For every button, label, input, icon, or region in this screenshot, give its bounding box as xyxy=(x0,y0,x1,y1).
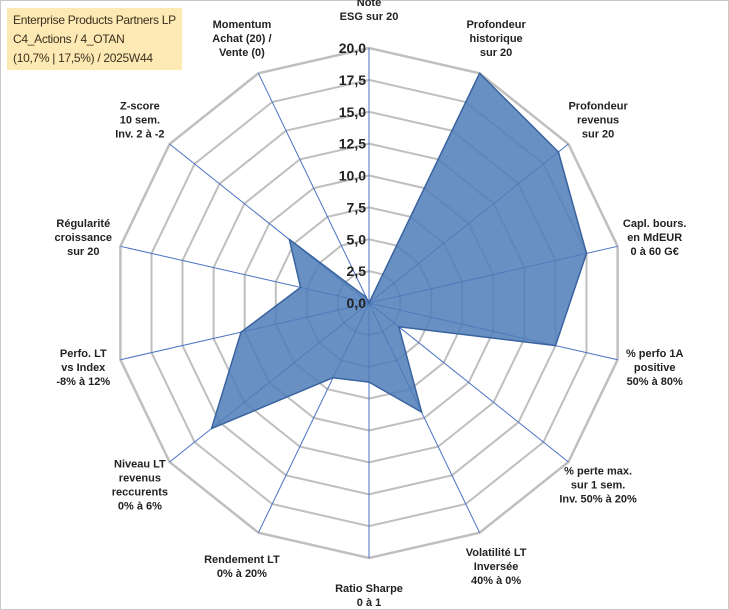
axis-label-group: Niveau LT revenus reccurents 0% à 6% xyxy=(112,459,168,513)
tick-label: 5,0 xyxy=(347,231,367,247)
tick-label: 17,5 xyxy=(339,72,366,88)
axis-label: Inv. 2 à -2 xyxy=(115,128,164,140)
axis-label: sur 20 xyxy=(480,47,512,59)
series-point xyxy=(210,427,213,430)
axis-label: % perfo 1A xyxy=(626,348,684,360)
axis-label-group: Rendement LT 0% à 20% xyxy=(204,554,280,580)
axis-label-group: Note ESG sur 20 xyxy=(340,0,399,23)
axis-label: Profondeur xyxy=(568,100,628,112)
tick-label: 20,0 xyxy=(339,40,366,56)
axis-label: sur 1 sem. xyxy=(571,480,625,492)
axis-label: Niveau LT xyxy=(114,459,166,471)
radar-spoke xyxy=(368,302,569,463)
axis-label: Note xyxy=(357,0,381,9)
axis-label: -8% à 12% xyxy=(56,376,110,388)
axis-label: Vente (0) xyxy=(219,47,265,59)
axis-label: Momentum xyxy=(213,19,272,31)
series-point xyxy=(398,326,400,328)
tick-label: 12,5 xyxy=(339,136,366,152)
series-point xyxy=(240,331,242,334)
axis-label: 10 sem. xyxy=(120,114,160,126)
axis-label: croissance xyxy=(55,232,112,244)
series-point xyxy=(332,376,334,379)
series-point xyxy=(585,252,588,255)
series-point xyxy=(368,381,370,383)
axis-label: positive xyxy=(634,362,676,374)
axis-label: 50% à 80% xyxy=(627,376,683,388)
axis-label-group: Ratio Sharpe 0 à 1 xyxy=(335,583,403,609)
axis-label-group: % perfo 1A positive 50% à 80% xyxy=(626,348,684,388)
axis-label-group: Perfo. LT vs Index -8% à 12% xyxy=(56,348,110,388)
axis-label: sur 20 xyxy=(582,128,614,140)
axis-label: Régularité xyxy=(56,218,110,230)
title-box: Enterprise Products Partners LP C4_Actio… xyxy=(7,8,182,70)
axis-label: 0 à 60 G€ xyxy=(631,246,679,258)
axis-label-group: Profondeur historique sur 20 xyxy=(466,19,526,59)
axis-label: 0 à 1 xyxy=(357,597,381,609)
axis-label: sur 20 xyxy=(67,246,99,258)
axis-label: revenus xyxy=(577,114,619,126)
radar-axis-labels: Note ESG sur 20 Profondeur historique sur 20… xyxy=(55,0,687,609)
axis-label: 0% à 20% xyxy=(217,568,267,580)
axis-label: Z-score xyxy=(120,100,160,112)
axis-label: Perfo. LT xyxy=(60,348,107,360)
tick-label: 10,0 xyxy=(339,168,366,184)
axis-label: 40% à 0% xyxy=(471,575,521,587)
axis-label-group: Capl. bours. en MdEUR 0 à 60 G€ xyxy=(623,218,687,258)
radar-series xyxy=(210,72,588,430)
series-point xyxy=(557,151,560,153)
tick-label: 7,5 xyxy=(347,199,367,215)
tick-label: 0,0 xyxy=(347,295,367,311)
axis-label: reccurents xyxy=(112,487,168,499)
series-point xyxy=(299,286,302,289)
axis-label: ESG sur 20 xyxy=(340,11,399,23)
series-point xyxy=(368,302,370,304)
axis-label-group: Régularité croissance sur 20 xyxy=(55,218,112,258)
axis-label: Inversée xyxy=(474,561,519,573)
axis-label: vs Index xyxy=(61,362,106,374)
tick-label: 2,5 xyxy=(347,263,367,279)
axis-label: Inv. 50% à 20% xyxy=(559,494,637,506)
axis-label: Achat (20) / xyxy=(212,33,271,45)
axis-label: historique xyxy=(470,33,523,45)
tick-label: 15,0 xyxy=(339,104,366,120)
axis-label: 0% à 6% xyxy=(118,501,162,513)
axis-label: en MdEUR xyxy=(627,232,682,244)
axis-label: Ratio Sharpe xyxy=(335,583,403,595)
axis-label: Rendement LT xyxy=(204,554,280,566)
axis-label: Capl. bours. xyxy=(623,218,687,230)
series-point xyxy=(478,72,481,75)
chart-title: Enterprise Products Partners LP xyxy=(13,13,176,27)
axis-label-group: Momentum Achat (20) / Vente (0) xyxy=(212,19,271,59)
axis-label: % perte max. xyxy=(564,466,632,478)
axis-label: Profondeur xyxy=(466,19,526,31)
series-point xyxy=(554,344,557,347)
series-point xyxy=(365,296,368,299)
chart-subtitle: C4_Actions / 4_OTAN xyxy=(13,32,125,46)
axis-label-group: Profondeur revenus sur 20 xyxy=(568,100,628,140)
radar-spoke xyxy=(257,73,370,304)
series-area xyxy=(210,72,588,430)
axis-label-group: Z-score 10 sem. Inv. 2 à -2 xyxy=(115,100,164,140)
axis-label: revenus xyxy=(119,473,161,485)
series-point xyxy=(420,411,423,413)
axis-label: Volatilité LT xyxy=(466,547,527,559)
axis-label-group: % perte max. sur 1 sem. Inv. 50% à 20% xyxy=(559,466,637,506)
radar-tick-labels: 0,0 2,5 5,0 7,5 10,0 12,5 15,0 17,5 20,0 xyxy=(339,40,366,311)
axis-label-group: Volatilité LT Inversée 40% à 0% xyxy=(466,547,527,587)
chart-period: (10,7% | 17,5%) / 2025W44 xyxy=(13,51,153,65)
series-point xyxy=(288,238,291,241)
